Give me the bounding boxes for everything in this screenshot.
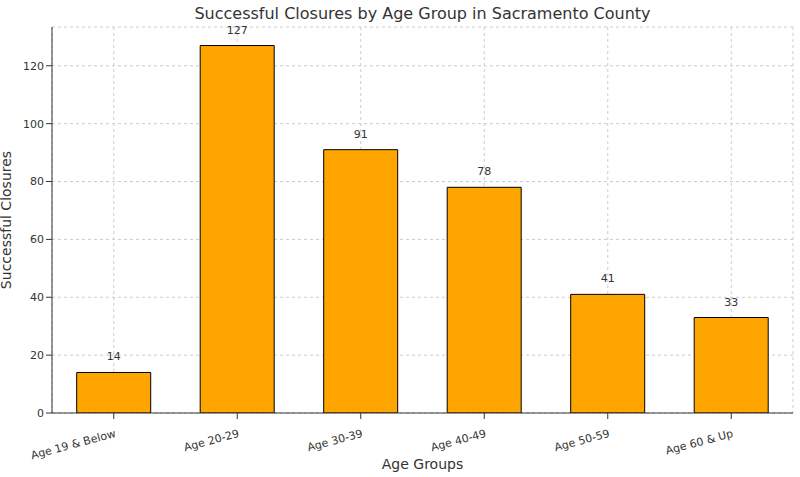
svg-text:33: 33 (724, 296, 738, 309)
svg-text:100: 100 (23, 118, 44, 131)
svg-text:120: 120 (23, 60, 44, 73)
svg-text:60: 60 (30, 233, 44, 246)
svg-text:14: 14 (107, 350, 121, 363)
svg-text:20: 20 (30, 349, 44, 362)
svg-text:0: 0 (37, 407, 44, 420)
svg-text:Age 20-29: Age 20-29 (182, 427, 240, 454)
svg-text:127: 127 (227, 24, 248, 37)
svg-text:41: 41 (601, 272, 615, 285)
svg-text:Successful Closures: Successful Closures (8, 151, 14, 289)
svg-text:Age Groups: Age Groups (382, 456, 463, 472)
html-text:Successful Closures by Age Gro: Successful Closures by Age Group in Sacr… (194, 4, 651, 23)
svg-text:Age 30-39: Age 30-39 (306, 427, 364, 454)
svg-text:Age 40-49: Age 40-49 (429, 427, 487, 454)
svg-text:91: 91 (354, 128, 368, 141)
svg-text:Age 50-59: Age 50-59 (553, 427, 611, 454)
svg-text:78: 78 (477, 165, 491, 178)
svg-text:40: 40 (30, 291, 44, 304)
svg-text:Age 60 & Up: Age 60 & Up (664, 427, 734, 458)
svg-text:80: 80 (30, 175, 44, 188)
svg-text:Age 19 & Below: Age 19 & Below (29, 427, 117, 462)
